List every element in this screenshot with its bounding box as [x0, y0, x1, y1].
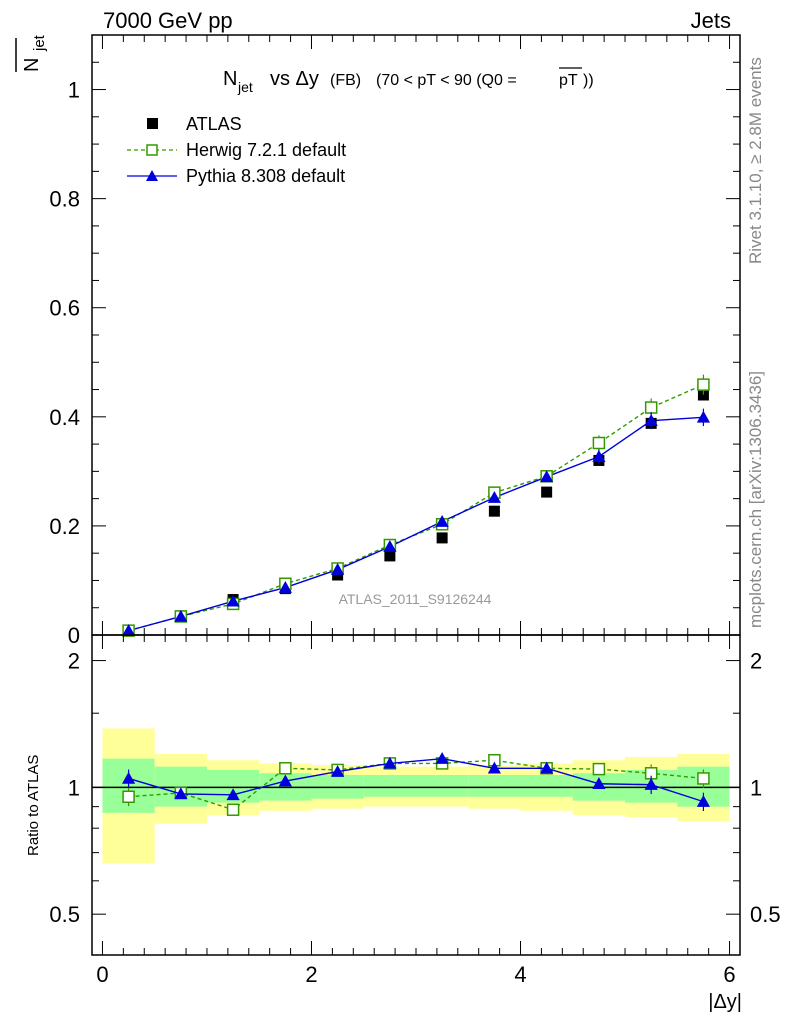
point-atlas — [384, 550, 396, 562]
point-atlas — [697, 389, 709, 401]
plot-title: N jet vs Δy (FB) (70 < pT < 90 (Q0 = pT … — [223, 67, 594, 95]
point-pythia — [435, 514, 449, 527]
header-left: 7000 GeV pp — [103, 8, 233, 33]
legend-marker-atlas — [147, 118, 158, 129]
ratio-plot: 0.5 0.5 1 1 2 2 0 2 4 6 — [49, 634, 781, 987]
x-axis-label: |Δy| — [708, 991, 742, 1013]
point-ratio-pythia — [435, 752, 449, 764]
legend-label-atlas: ATLAS — [186, 114, 242, 134]
point-atlas — [541, 486, 553, 498]
point-atlas — [436, 532, 448, 544]
legend-label-herwig: Herwig 7.2.1 default — [186, 140, 346, 160]
y-tick-label-main: 0.6 — [49, 296, 80, 321]
point-ratio-pythia — [383, 756, 397, 769]
point-ratio-pythia — [331, 765, 345, 777]
point-pythia — [278, 580, 292, 593]
title-vs: vs Δy — [270, 68, 319, 90]
legend: ATLAS Herwig 7.2.1 default Pythia 8.308 … — [127, 114, 346, 186]
point-atlas — [488, 505, 500, 517]
main-plot: 0 0.2 0.4 0.6 0.8 1 — [49, 34, 741, 648]
point-pythia — [226, 594, 240, 607]
y-tick-label-main: 0.8 — [49, 187, 80, 212]
point-ratio-pythia — [226, 788, 240, 801]
point-ratio-pythia — [487, 761, 501, 774]
y-tick-label-main: 0 — [68, 623, 80, 648]
point-pythia — [487, 490, 501, 503]
point-pythia — [540, 470, 554, 483]
header-right: Jets — [691, 8, 731, 33]
point-herwig — [697, 378, 710, 391]
point-pythia — [331, 562, 345, 575]
y-tick-label-main: 1 — [68, 78, 80, 103]
point-pythia — [383, 540, 397, 552]
x-tick-label: 6 — [723, 962, 735, 987]
y-axis-label-main: N jet — [15, 34, 48, 72]
point-herwig — [644, 401, 658, 414]
y-tick-label-ratio: 1 — [68, 775, 80, 800]
x-tick-label: 2 — [305, 962, 317, 987]
point-ratio-herwig — [592, 762, 606, 776]
title-pt: pT — [559, 72, 578, 89]
analysis-watermark: ATLAS_2011_S9126244 — [339, 591, 492, 607]
title-range: (70 < pT < 90 (Q0 = — [376, 72, 517, 89]
point-ratio-herwig — [122, 790, 135, 804]
rivet-label: Rivet 3.1.10, ≥ 2.8M events — [746, 57, 765, 264]
title-close: )) — [583, 72, 594, 89]
y-tick-label-ratio: 2 — [68, 649, 80, 674]
y-tick-label-ratio-right: 2 — [750, 649, 762, 674]
y-tick-label-ratio-right: 0.5 — [750, 902, 781, 927]
x-tick-label: 4 — [514, 962, 526, 987]
point-ratio-pythia — [278, 774, 292, 787]
y-tick-label-ratio-right: 1 — [750, 775, 762, 800]
band-green — [363, 774, 416, 797]
mcplots-label: mcplots.cern.ch [arXiv:1306.3436] — [746, 371, 765, 628]
point-ratio-herwig — [697, 772, 710, 785]
point-pythia — [174, 609, 188, 622]
y-label-base: N — [21, 58, 43, 72]
series-line-ratio-pythia — [128, 757, 704, 803]
legend-label-pythia: Pythia 8.308 default — [186, 166, 345, 186]
title-sub: jet — [237, 79, 253, 95]
band-green — [468, 774, 521, 797]
band-green — [520, 774, 573, 797]
y-axis-label-ratio: Ratio to ATLAS — [25, 755, 42, 856]
point-atlas — [332, 569, 344, 581]
title-n: N — [223, 68, 237, 90]
point-pythia — [696, 410, 711, 423]
y-label-sub: jet — [31, 34, 48, 52]
point-ratio-pythia — [174, 787, 188, 800]
legend-marker-pythia — [146, 170, 158, 181]
y-tick-label-ratio: 0.5 — [49, 902, 80, 927]
point-ratio-pythia — [592, 777, 606, 790]
point-pythia — [644, 414, 658, 426]
point-ratio-pythia — [540, 761, 554, 774]
series-line-ratio-herwig — [128, 759, 704, 811]
series-line-main-pythia — [128, 416, 704, 632]
title-fb: (FB) — [330, 72, 361, 89]
point-ratio-herwig — [226, 803, 240, 816]
point-ratio-pythia — [644, 778, 658, 790]
point-pythia — [121, 624, 136, 636]
point-herwig — [592, 436, 606, 450]
y-tick-label-main: 0.2 — [49, 514, 80, 539]
y-tick-label-main: 0.4 — [49, 405, 80, 430]
point-ratio-herwig — [279, 762, 292, 775]
point-pythia — [592, 450, 606, 462]
x-tick-label: 0 — [96, 962, 108, 987]
point-ratio-pythia — [121, 771, 136, 784]
point-ratio-pythia — [696, 795, 711, 807]
legend-marker-herwig — [146, 144, 158, 156]
band-green — [416, 774, 469, 797]
